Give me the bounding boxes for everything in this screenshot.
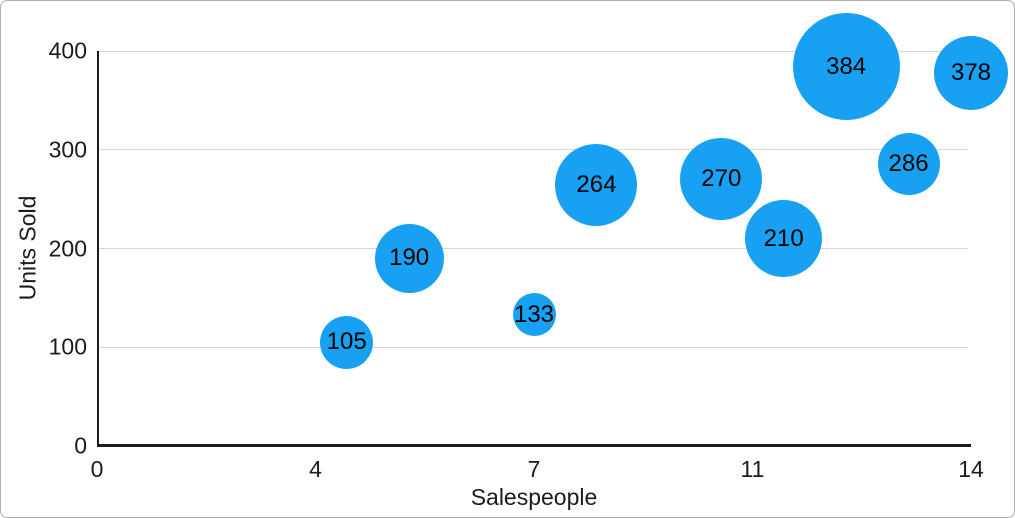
y-tick-label: 400: [48, 37, 87, 64]
x-tick-label: 4: [309, 456, 322, 482]
bubble[interactable]: 270: [680, 138, 763, 221]
bubble-value-label: 105: [326, 328, 367, 356]
gridline: [97, 50, 968, 52]
y-tick-label: 100: [48, 333, 87, 360]
y-tick-label: 200: [48, 235, 87, 261]
gridline: [97, 248, 968, 249]
x-tick-label: 0: [90, 456, 104, 482]
gridline: [97, 346, 968, 348]
bubble-value-label: 286: [888, 149, 929, 177]
bubble-value-label: 210: [763, 224, 804, 252]
bubble[interactable]: 264: [555, 144, 638, 227]
x-axis-line: [97, 444, 971, 447]
x-tick-label: 11: [740, 456, 765, 482]
bubble[interactable]: 384: [792, 13, 900, 121]
bubble-value-label: 264: [576, 171, 617, 199]
bubble[interactable]: 210: [745, 200, 823, 278]
bubble-value-label: 190: [389, 244, 430, 272]
bubble[interactable]: 190: [374, 223, 444, 293]
bubble-value-label: 384: [826, 52, 867, 80]
bubble-value-label: 270: [701, 165, 742, 193]
x-tick-label: 7: [527, 456, 541, 482]
y-tick-label: 0: [74, 432, 87, 459]
bubble[interactable]: 105: [320, 315, 374, 369]
bubble-value-label: 133: [513, 300, 555, 328]
bubble[interactable]: 378: [934, 35, 1008, 110]
y-axis-line: [97, 51, 99, 446]
gridline: [97, 149, 968, 151]
x-axis-title: Salespeople: [470, 484, 598, 510]
bubble[interactable]: 133: [512, 293, 556, 337]
bubble-value-label: 378: [950, 58, 992, 86]
y-tick-label: 300: [48, 136, 87, 163]
x-tick-label: 14: [958, 456, 984, 482]
bubble[interactable]: 286: [877, 132, 940, 195]
